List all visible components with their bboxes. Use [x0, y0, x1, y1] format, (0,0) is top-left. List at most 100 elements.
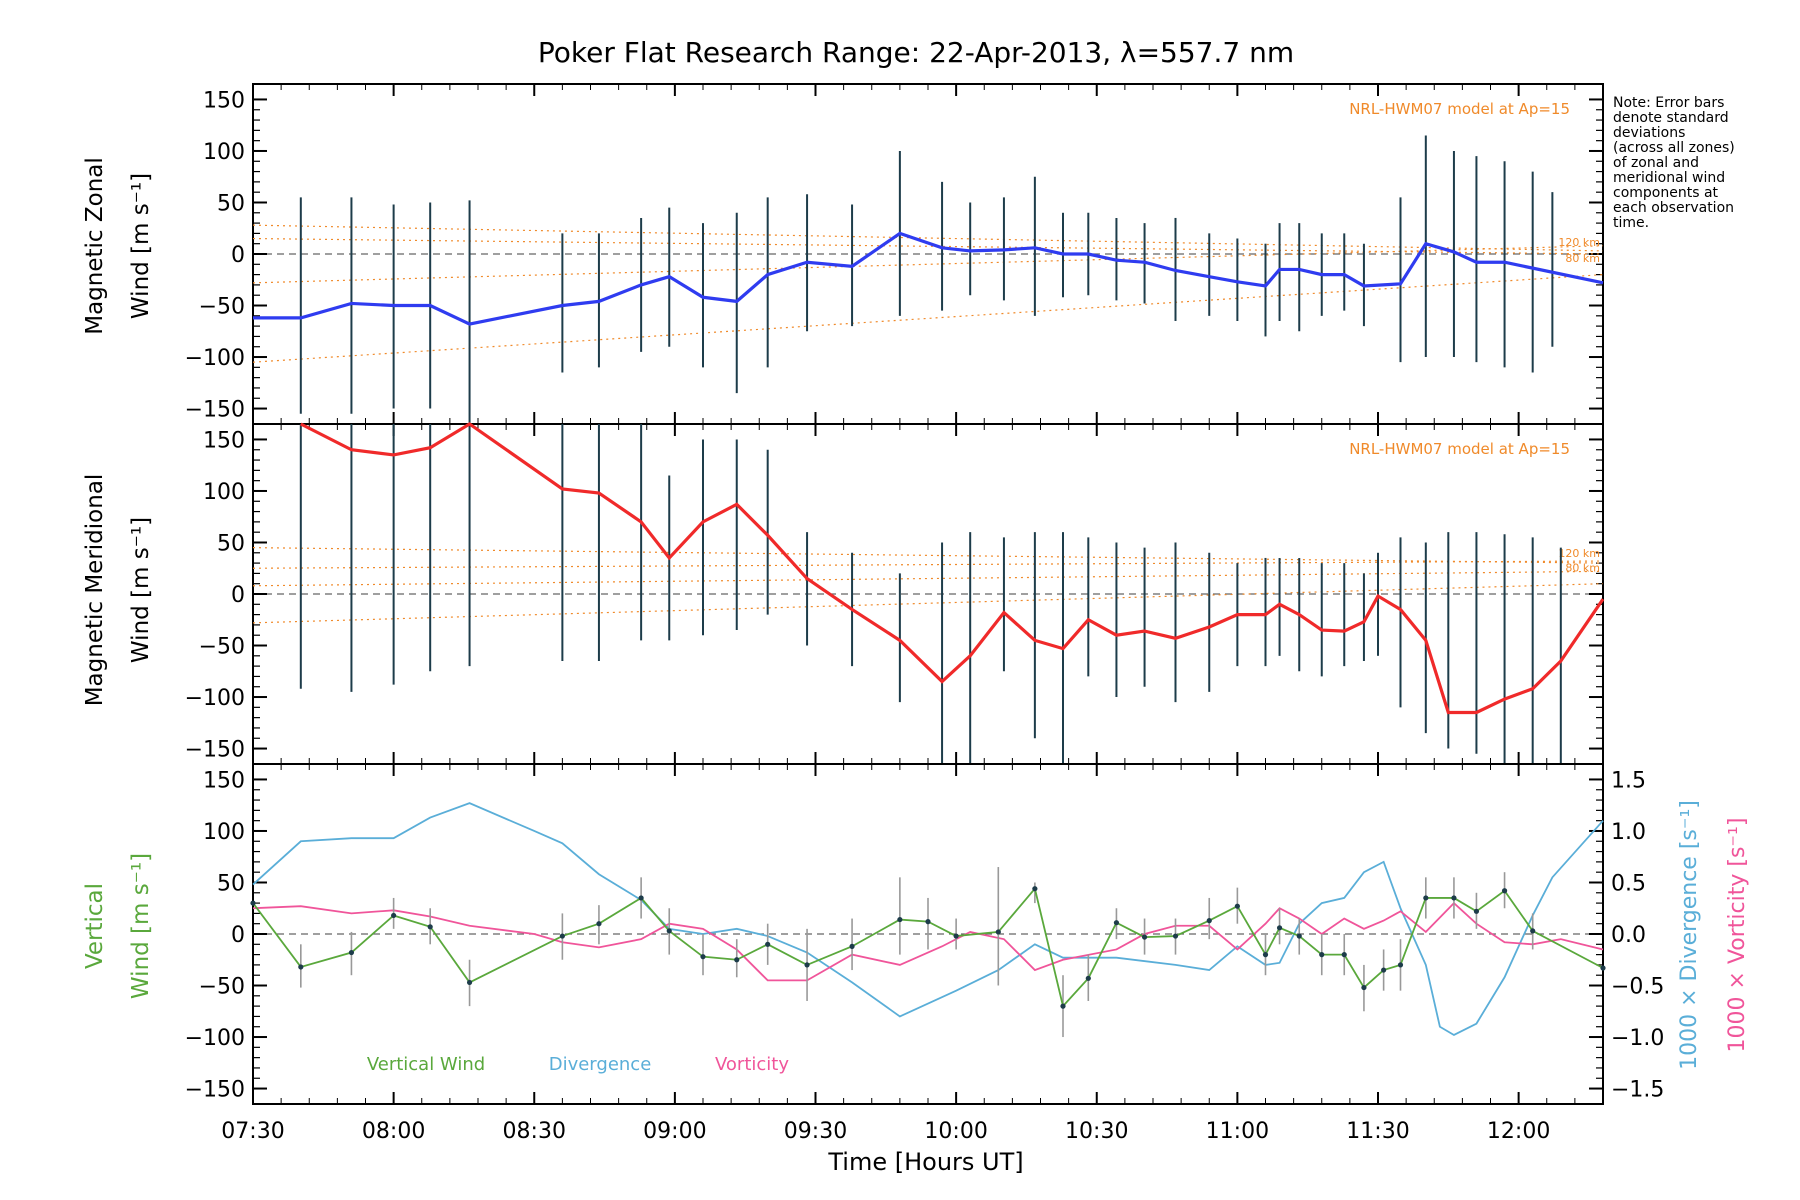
vertical-wind-point: [1113, 920, 1120, 926]
vertical-wind-point: [1085, 975, 1091, 981]
note-line: components at: [1613, 185, 1719, 201]
y-tick-label: 100: [203, 140, 245, 165]
meridional-wind-line: [300, 422, 1605, 715]
meridional-ylabel: Magnetic Meridional Wind [m s⁻¹]: [82, 474, 154, 707]
y-tick-label: −50: [199, 635, 245, 660]
model-height-label: 80 km: [1565, 252, 1600, 265]
vertical-wind-point: [559, 933, 565, 939]
figure-title: Poker Flat Research Range: 22-Apr-2013, …: [538, 36, 1294, 69]
vertical-wind-point: [1600, 965, 1606, 971]
meridional-ylabel-line2: Wind [m s⁻¹]: [128, 517, 154, 663]
vertical-ylabel-line1: Vertical: [82, 883, 108, 969]
note-line: of zonal and: [1613, 155, 1699, 171]
note-line: denote standard: [1613, 110, 1729, 126]
y2-tick-label: 0.0: [1611, 923, 1646, 948]
vertical-wind-point: [1141, 934, 1148, 940]
divergence-y2label: 1000 × Divergence [s⁻¹]: [1677, 800, 1702, 1070]
model-label: NRL-HWM07 model at Ap=15: [1349, 440, 1570, 458]
vertical-wind-point: [638, 895, 644, 901]
vertical-wind-point: [466, 979, 473, 986]
zonal-wind-line: [253, 231, 1604, 326]
divergence-line: [252, 802, 1604, 1036]
zonal-wind-panel: −150 −100 −50 0 50 100 150 NRL-HWM07 model at A…: [185, 83, 1604, 425]
x-tick-label: 11:30: [1346, 1119, 1409, 1144]
y-tick-label: 50: [217, 191, 245, 216]
vertical-ylabel-line2: Wind [m s⁻¹]: [128, 853, 154, 999]
vertical-wind-point: [391, 912, 397, 919]
note-line: meridional wind: [1613, 170, 1726, 186]
vertical-wind-point: [925, 919, 931, 925]
legend-entry: Vertical Wind: [367, 1054, 485, 1075]
vertical-wind-point: [1451, 895, 1457, 901]
model-height-label: 120 km: [1558, 236, 1600, 249]
y2-tick-label: 1.5: [1611, 768, 1646, 793]
vertical-wind-point: [1530, 928, 1536, 934]
vertical-wind-point: [666, 928, 672, 934]
y-tick-label: −100: [185, 686, 245, 711]
vertical-wind-point: [1473, 908, 1480, 914]
note-line: deviations: [1613, 125, 1686, 141]
vertical-wind-point: [348, 949, 355, 956]
vertical-wind-point: [298, 964, 304, 970]
vertical-wind-point: [1032, 886, 1038, 892]
vertical-wind-point: [700, 954, 706, 960]
vertical-wind-point: [1319, 952, 1325, 958]
y-tick-label: −50: [199, 295, 245, 320]
vertical-wind-point: [1206, 918, 1212, 924]
y-tick-label: 150: [203, 768, 245, 793]
y-tick-label: −150: [185, 398, 245, 423]
legend-entry: Divergence: [549, 1054, 652, 1075]
note-line: (across all zones): [1613, 140, 1735, 156]
vertical-wind-point: [1296, 933, 1302, 939]
vertical-wind-point: [1381, 967, 1387, 973]
x-tick-label: 07:30: [221, 1119, 284, 1144]
vertical-wind-point: [804, 962, 810, 968]
note-line: time.: [1613, 215, 1650, 231]
model-height-label: 80 km: [1565, 561, 1600, 574]
vertical-wind-point: [1397, 962, 1404, 968]
note-line: Note: Error bars: [1613, 95, 1725, 111]
x-tick-label: 10:30: [1065, 1119, 1128, 1144]
y-tick-label: 100: [203, 480, 245, 505]
vertical-wind-point: [1361, 984, 1367, 991]
x-axis-label: Time [Hours UT]: [827, 1148, 1023, 1176]
vertical-wind-point: [1172, 933, 1179, 939]
vertical-wind-point: [1234, 903, 1240, 909]
vertical-wind-point: [953, 933, 959, 939]
x-tick-label: 11:00: [1206, 1119, 1269, 1144]
x-tick-label: 08:00: [362, 1119, 425, 1144]
vertical-wind-point: [849, 943, 855, 949]
zonal-ylabel: Magnetic Zonal Wind [m s⁻¹]: [82, 157, 154, 335]
vorticity-line: [252, 901, 1604, 982]
vertical-ylabel: Vertical Wind [m s⁻¹]: [82, 853, 154, 999]
y-tick-label: 100: [203, 820, 245, 845]
vertical-wind-point: [897, 916, 903, 923]
error-bar-note: Note: Error bars denote standard deviati…: [1613, 96, 1788, 231]
vertical-wind-point: [250, 900, 256, 906]
vertical-wind-panel: −150 −100 −50 0 50 100 150 −1.5 −1.0 −0.5 0.0 0.5 1.…: [185, 763, 1664, 1144]
vertical-wind-point: [1501, 888, 1508, 894]
y2-tick-label: 1.0: [1611, 820, 1646, 845]
y2-tick-label: −0.5: [1611, 975, 1664, 1000]
vertical-wind-point: [1341, 952, 1347, 958]
y2-tick-label: 0.5: [1611, 871, 1646, 896]
note-line: each observation: [1613, 200, 1735, 216]
y-tick-label: −150: [185, 1078, 245, 1103]
model-height-label: 120 km: [1558, 547, 1600, 560]
y-tick-label: 50: [217, 531, 245, 556]
vertical-wind-point: [596, 921, 602, 927]
y-tick-label: −50: [199, 975, 245, 1000]
zonal-ylabel-line1: Magnetic Zonal: [82, 157, 108, 335]
y-tick-label: 50: [217, 871, 245, 896]
vertical-wind-point: [995, 929, 1001, 935]
vertical-wind-point: [1060, 1003, 1066, 1009]
vertical-wind-point: [734, 957, 740, 963]
y-tick-label: 0: [231, 923, 245, 948]
x-tick-label: 10:00: [924, 1119, 987, 1144]
meridional-wind-panel: −150 −100 −50 0 50 100 150 NRL-HWM07 model at A…: [185, 422, 1605, 765]
x-tick-label: 09:00: [643, 1119, 706, 1144]
y-tick-label: 0: [231, 583, 245, 608]
y-tick-label: 150: [203, 88, 245, 113]
y-tick-label: −100: [185, 346, 245, 371]
